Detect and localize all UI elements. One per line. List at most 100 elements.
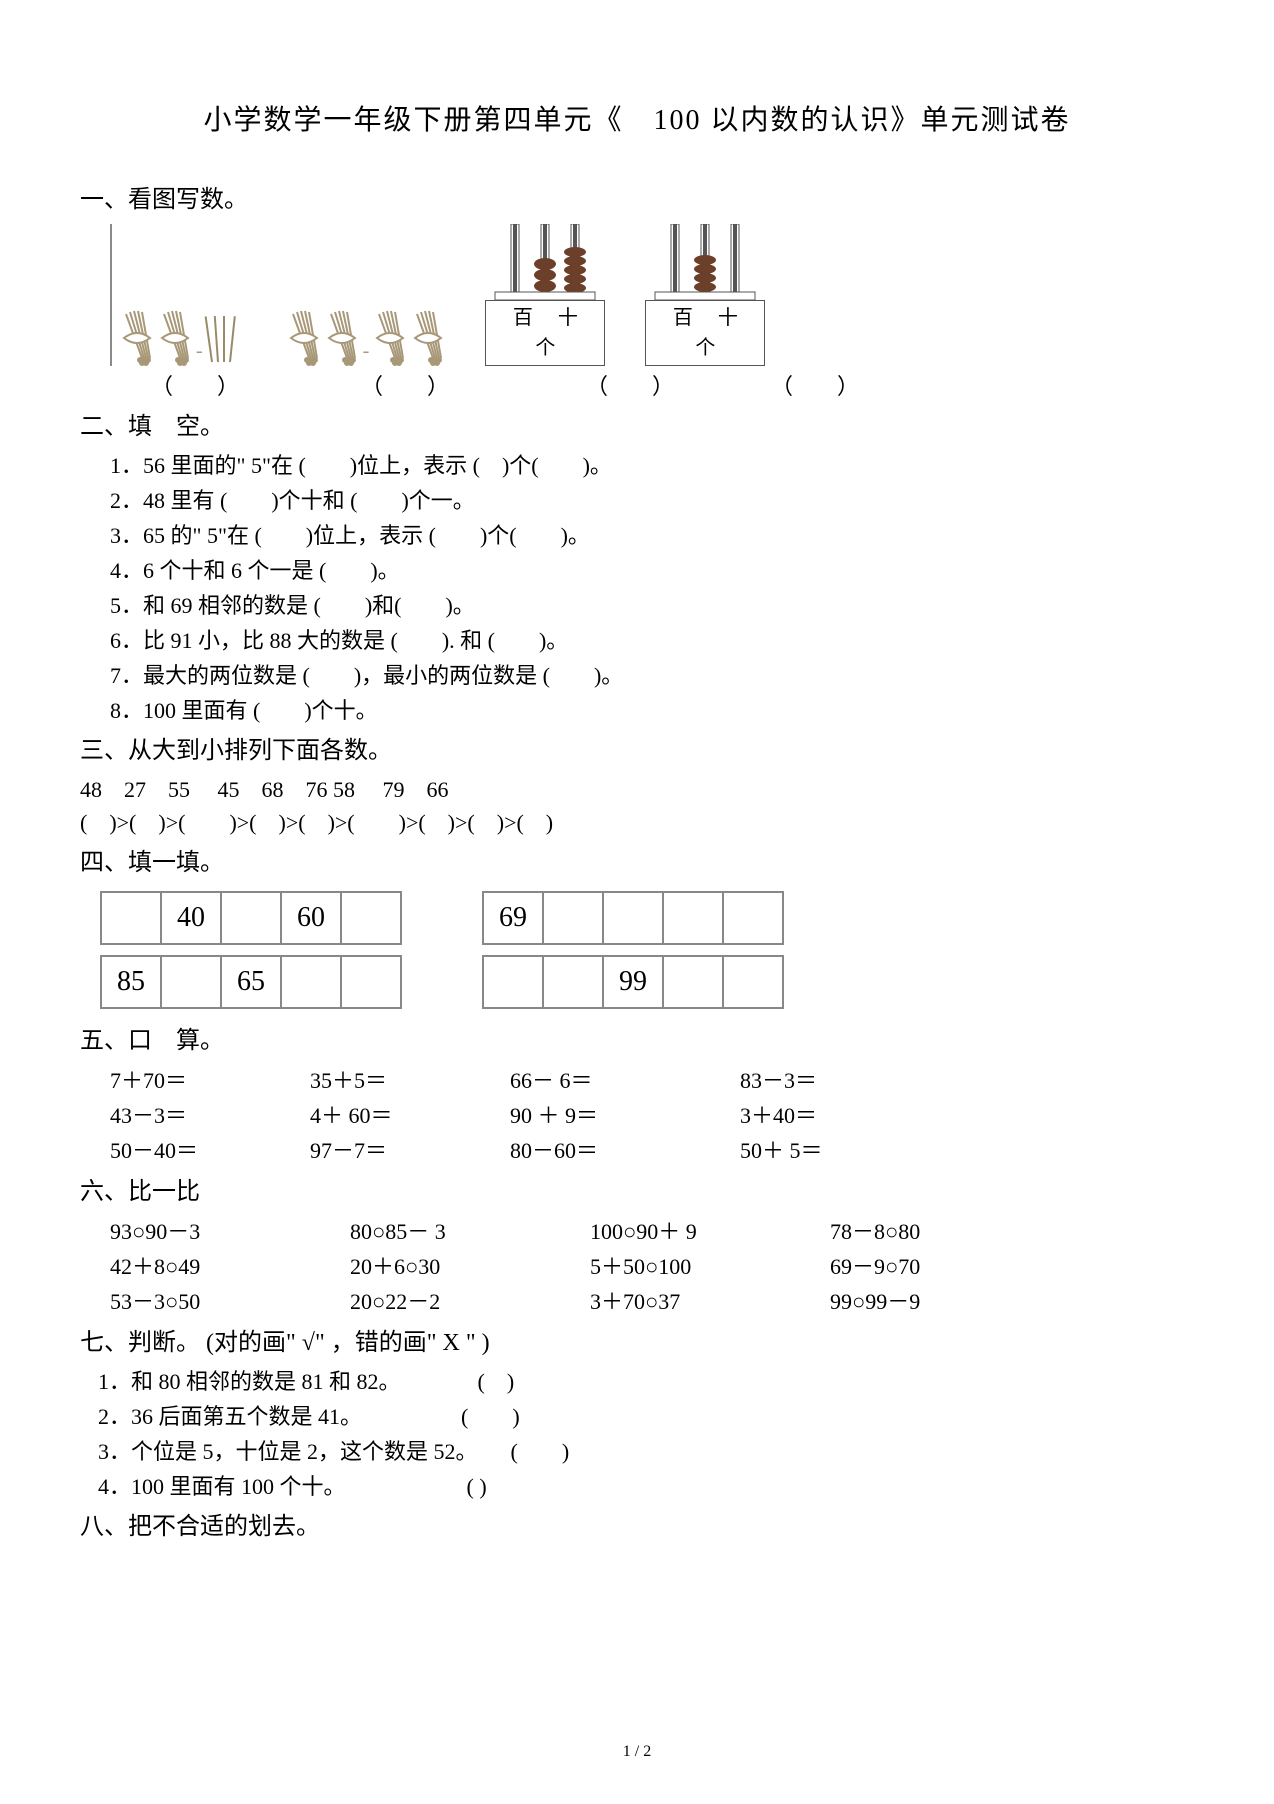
q1-abacus1: 百 十 个 (485, 224, 605, 366)
sticks-icon (209, 312, 237, 366)
cmp-cell: 20＋6○30 (350, 1249, 590, 1284)
q4-table-right-1: 69 (482, 891, 784, 945)
blank: （ ） (530, 370, 730, 403)
bundle-icon (411, 308, 445, 366)
q2-items: 1．56 里面的" 5"在 ( )位上，表示 ( )个( )。 2．48 里有 … (80, 449, 1194, 727)
q5-grid: 7＋70＝ 35＋5＝ 66－ 6＝ 83－3＝ 43－3＝ 4＋ 60＝ 90… (110, 1063, 1194, 1168)
q6-heading: 六、比一比 (80, 1174, 1194, 1210)
cell: 60 (281, 892, 341, 944)
calc-cell: 66－ 6＝ (510, 1063, 740, 1098)
q1-answer-blanks: （ ） （ ） （ ） （ ） (110, 370, 1194, 403)
bundle-icon (158, 308, 192, 366)
cell (161, 956, 221, 1008)
cell: 65 (221, 956, 281, 1008)
cmp-cell: 42＋8○49 (110, 1249, 350, 1284)
calc-cell: 35＋5＝ (310, 1063, 510, 1098)
cmp-cell: 69－9○70 (830, 1249, 1030, 1284)
blank: （ ） (110, 370, 280, 403)
q4-table-left-1: 40 60 (100, 891, 402, 945)
calc-cell: 83－3＝ (740, 1063, 940, 1098)
calc-cell: 43－3＝ (110, 1098, 310, 1133)
q3-numbers: 48 27 55 45 68 76 58 79 66 (80, 773, 1194, 806)
q2-item: 4．6 个十和 6 个一是 ( )。 (110, 554, 1194, 587)
cell: 40 (161, 892, 221, 944)
q7-item: 3．个位是 5，十位是 2，这个数是 52。 ( ) (80, 1435, 1194, 1468)
q8-heading: 八、把不合适的划去。 (80, 1509, 1194, 1545)
bundle-icon (325, 308, 359, 366)
abacus-label: 百 十 个 (645, 300, 765, 366)
q2-item: 3．65 的" 5"在 ( )位上，表示 ( )个( )。 (110, 519, 1194, 552)
cmp-cell: 93○90－3 (110, 1214, 350, 1249)
blank: （ ） (280, 370, 530, 403)
cell (281, 956, 341, 1008)
worksheet-page: 小学数学一年级下册第四单元《 100 以内数的认识》单元测试卷 一、看图写数。 … (0, 0, 1274, 1804)
calc-cell: 97－7＝ (310, 1133, 510, 1168)
cmp-cell: 99○99－9 (830, 1284, 1030, 1319)
cmp-cell: 78－8○80 (830, 1214, 1030, 1249)
q4-row2: 85 65 99 (100, 955, 1194, 1009)
q2-item: 2．48 里有 ( )个十和 ( )个一。 (110, 484, 1194, 517)
q1-fig1: - (120, 308, 237, 366)
calc-cell: 50－40＝ (110, 1133, 310, 1168)
abacus-label: 百 十 个 (485, 300, 605, 366)
q3-heading: 三、从大到小排列下面各数。 (80, 733, 1194, 769)
q2-heading: 二、填 空。 (80, 409, 1194, 445)
blank: （ ） (730, 370, 900, 403)
cell (663, 892, 723, 944)
calc-cell: 80－60＝ (510, 1133, 740, 1168)
bundle-icon (287, 308, 321, 366)
calc-cell: 90 ＋ 9＝ (510, 1098, 740, 1133)
cell: 69 (483, 892, 543, 944)
q5-heading: 五、口 算。 (80, 1023, 1194, 1059)
q1-figures: - (110, 224, 1194, 366)
q6-grid: 93○90－3 80○85－ 3 100○90＋ 9 78－8○80 42＋8○… (110, 1214, 1194, 1319)
calc-cell: 3＋40＝ (740, 1098, 940, 1133)
calc-cell: 50＋ 5＝ (740, 1133, 940, 1168)
q7-item: 1．和 80 相邻的数是 81 和 82。 ( ) (80, 1365, 1194, 1398)
bundle-icon (373, 308, 407, 366)
q1-abacus2: 百 十 个 (645, 224, 765, 366)
cell (543, 956, 603, 1008)
cell (341, 956, 401, 1008)
cell (101, 892, 161, 944)
cmp-cell: 5＋50○100 (590, 1249, 830, 1284)
calc-cell: 4＋ 60＝ (310, 1098, 510, 1133)
q1-fig2: - (287, 308, 446, 366)
cell (341, 892, 401, 944)
calc-cell: 7＋70＝ (110, 1063, 310, 1098)
cmp-cell: 100○90＋ 9 (590, 1214, 830, 1249)
page-title: 小学数学一年级下册第四单元《 100 以内数的认识》单元测试卷 (80, 100, 1194, 142)
q3-blanks: ( )>( )>( )>( )>( )>( )>( )>( )>( ) (80, 806, 1194, 839)
bundle-icon (120, 308, 154, 366)
dash-icon: - (363, 336, 370, 366)
cmp-cell: 3＋70○37 (590, 1284, 830, 1319)
q1-heading: 一、看图写数。 (80, 182, 1194, 218)
q7-item: 2．36 后面第五个数是 41。 ( ) (80, 1400, 1194, 1433)
cell (221, 892, 281, 944)
q4-table-right-2: 99 (482, 955, 784, 1009)
cell: 85 (101, 956, 161, 1008)
q7-heading: 七、判断。 (对的画" √" ，错的画" X " ) (80, 1325, 1194, 1361)
cell (723, 956, 783, 1008)
cell (723, 892, 783, 944)
cell: 99 (603, 956, 663, 1008)
cmp-cell: 20○22－2 (350, 1284, 590, 1319)
q4-row1: 40 60 69 (100, 891, 1194, 945)
q4-table-left-2: 85 65 (100, 955, 402, 1009)
cell (663, 956, 723, 1008)
q2-item: 8．100 里面有 ( )个十。 (110, 694, 1194, 727)
cmp-cell: 53－3○50 (110, 1284, 350, 1319)
cmp-cell: 80○85－ 3 (350, 1214, 590, 1249)
cell (483, 956, 543, 1008)
page-number: 1 / 2 (0, 1740, 1274, 1764)
cell (543, 892, 603, 944)
dash-icon: - (196, 336, 203, 366)
q7-item: 4．100 里面有 100 个十。 ( ) (80, 1470, 1194, 1503)
q2-item: 6．比 91 小，比 88 大的数是 ( ). 和 ( )。 (110, 624, 1194, 657)
cell (603, 892, 663, 944)
q2-item: 5．和 69 相邻的数是 ( )和( )。 (110, 589, 1194, 622)
q2-item: 7．最大的两位数是 ( )，最小的两位数是 ( )。 (110, 659, 1194, 692)
q2-item: 1．56 里面的" 5"在 ( )位上，表示 ( )个( )。 (110, 449, 1194, 482)
q7-items: 1．和 80 相邻的数是 81 和 82。 ( ) 2．36 后面第五个数是 4… (80, 1365, 1194, 1503)
q4-heading: 四、填一填。 (80, 845, 1194, 881)
